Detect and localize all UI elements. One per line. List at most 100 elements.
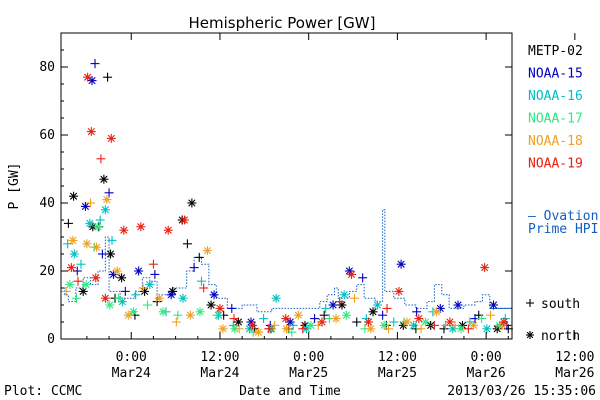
data-point [182,239,192,249]
data-point [450,320,460,330]
data-point [154,293,164,303]
data-point [321,303,331,313]
data-point [117,273,127,283]
x-tick-time-label: 0:00 [470,350,501,365]
data-point [195,307,205,317]
data-point [298,324,308,334]
y-tick-label: 80 [39,60,55,75]
legend-entry: NOAA-17 [528,112,583,127]
data-point [103,72,113,82]
data-point [432,307,442,317]
x-tick-date-label: Mar25 [378,366,417,381]
plot-credit: Plot: CCMC [4,384,82,399]
data-point [328,300,338,310]
data-point [83,72,93,82]
data-point [86,198,96,208]
data-point [480,263,490,273]
legend-entry: NOAA-16 [528,89,583,104]
data-point [341,310,351,320]
data-point [271,293,281,303]
data-point [106,249,116,259]
data-point [163,225,173,235]
ovation-legend-line1: — Ovation [528,209,598,224]
legend-entry: NOAA-15 [528,67,583,82]
data-point [61,286,71,296]
data-point [229,314,239,324]
data-point [209,290,219,300]
data-point [344,266,354,276]
marker-legend: south north [526,297,580,344]
data-point [429,320,439,330]
data-point [82,239,92,249]
data-point [339,290,349,300]
data-point [482,324,492,334]
data-point [477,314,487,324]
data-point [145,280,155,290]
data-point [358,273,368,283]
data-point [247,320,257,330]
data-point [128,307,138,317]
data-point [416,324,426,334]
data-point [264,324,274,334]
data-point [317,317,327,327]
data-point [185,310,195,320]
y-tick-label: 40 [39,196,55,211]
data-point [499,317,509,327]
x-tick-time-label: 0:00 [116,350,147,365]
data-point [396,259,406,269]
data-point [202,246,212,256]
data-point [288,320,298,330]
marker-legend-symbol [526,299,534,307]
data-point [382,303,392,313]
data-point [335,297,345,307]
data-point [86,127,96,137]
data-point [364,317,374,327]
data-point [212,310,222,320]
x-tick-date-label: Mar25 [289,366,328,381]
data-point [150,269,160,279]
data-point [68,235,78,245]
data-point [91,242,101,252]
ovation-legend-line2: Prime HPI [528,222,598,237]
legend: METP-02 NOAA-15 NOAA-16 NOAA-17 NOAA-18 NOAA-… [528,44,583,172]
x-tick-date-label: Mar24 [200,366,239,381]
x-axis: 0:00Mar2412:00Mar240:00Mar2512:00Mar250:… [86,33,594,381]
chart-title: Hemispheric Power [GW] [189,14,376,32]
ovation-prime-hpi-line [61,209,512,313]
data-point [93,222,103,232]
data-point [76,259,86,269]
y-axis: 0 20 40 60 80 [39,49,512,347]
data-point [96,154,106,164]
data-point [215,303,225,313]
data-point [69,191,79,201]
data-point [171,317,181,327]
data-point [293,310,303,320]
y-tick-label: 0 [47,332,55,347]
data-point [420,317,430,327]
data-point [65,280,75,290]
data-point [389,317,399,327]
x-tick-date-label: Mar26 [467,366,506,381]
data-point [414,314,424,324]
timestamp: 2013/03/26 15:35:06 [447,384,596,399]
data-point [69,249,79,259]
y-axis-label: P [GW] [7,163,22,210]
data-point [259,314,269,324]
data-point [287,327,297,337]
data-point [350,293,360,303]
data-point [107,235,117,245]
data-point [206,300,216,310]
data-point [120,286,130,296]
data-point [463,324,473,334]
data-point [131,290,141,300]
data-point [81,280,91,290]
data-point [106,133,116,143]
x-tick-date-label: Mar24 [112,366,151,381]
x-tick-time-label: 12:00 [200,350,239,365]
data-point [85,218,95,228]
data-point [91,273,101,283]
y-tick-label: 60 [39,128,55,143]
data-point [352,317,362,327]
data-point [114,293,124,303]
